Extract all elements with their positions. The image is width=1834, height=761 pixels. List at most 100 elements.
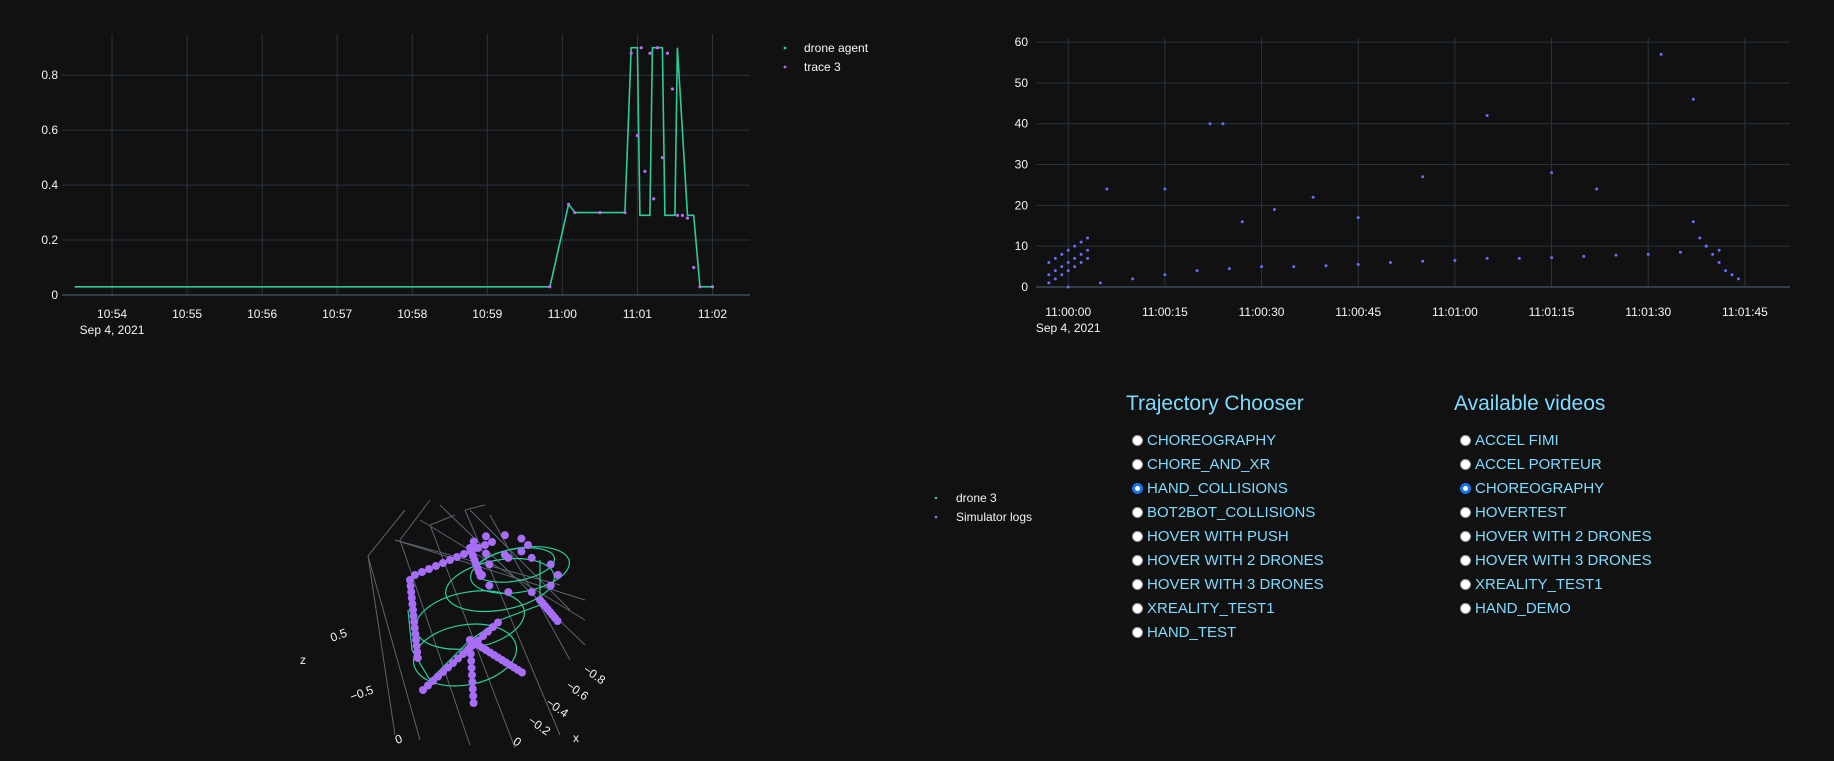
data-point[interactable]	[648, 51, 652, 55]
video-option-label[interactable]: HOVERTEST	[1475, 503, 1567, 521]
simulator-log-marker[interactable]	[413, 648, 422, 656]
data-point[interactable]	[639, 46, 643, 50]
simulator-log-marker[interactable]	[482, 549, 490, 558]
data-point[interactable]	[1066, 269, 1070, 273]
data-point[interactable]	[1073, 265, 1077, 269]
simulator-log-marker[interactable]	[469, 699, 478, 707]
data-point[interactable]	[1717, 248, 1721, 252]
simulator-log-marker[interactable]	[518, 668, 526, 677]
data-point[interactable]	[1227, 267, 1231, 271]
data-point[interactable]	[1324, 264, 1328, 268]
data-point[interactable]	[1691, 97, 1695, 101]
trajectory-option-label[interactable]: HOVER WITH 2 DRONES	[1147, 551, 1324, 569]
trajectory-option[interactable]: HOVER WITH PUSH	[1126, 524, 1324, 548]
trajectory-option-label[interactable]: HOVER WITH PUSH	[1147, 527, 1289, 545]
data-point[interactable]	[1550, 256, 1554, 260]
data-point[interactable]	[692, 265, 696, 270]
simulator-log-marker[interactable]	[413, 654, 422, 662]
trajectory-option[interactable]: CHORE_AND_XR	[1126, 452, 1324, 476]
data-point[interactable]	[1195, 269, 1199, 273]
data-point[interactable]	[1582, 254, 1586, 258]
video-option-label[interactable]: HOVER WITH 3 DRONES	[1475, 551, 1652, 569]
simulator-log-marker[interactable]	[469, 537, 478, 546]
simulator-log-marker[interactable]	[460, 550, 468, 558]
simulator-log-marker[interactable]	[485, 560, 494, 569]
simulator-log-marker[interactable]	[407, 594, 416, 602]
data-point[interactable]	[1240, 220, 1244, 224]
simulator-log-marker[interactable]	[412, 636, 420, 644]
data-point[interactable]	[1421, 175, 1425, 179]
data-point[interactable]	[1421, 259, 1425, 263]
simulator-log-marker[interactable]	[411, 630, 420, 638]
simulator-log-marker[interactable]	[476, 572, 485, 580]
trajectory-option-label[interactable]: CHORE_AND_XR	[1147, 455, 1271, 473]
radio-button[interactable]	[1460, 506, 1471, 518]
data-point[interactable]	[1292, 265, 1296, 269]
simulator-log-marker[interactable]	[504, 588, 513, 597]
video-option[interactable]: HAND_DEMO	[1454, 596, 1652, 620]
trajectory-option[interactable]: XREALITY_TEST1	[1126, 596, 1324, 620]
simulator-log-marker[interactable]	[410, 618, 419, 626]
video-option[interactable]: ACCEL PORTEUR	[1454, 452, 1652, 476]
data-point[interactable]	[670, 87, 675, 91]
simulator-log-marker[interactable]	[527, 588, 536, 597]
data-point[interactable]	[1356, 263, 1360, 267]
simulator-log-marker[interactable]	[527, 553, 536, 562]
data-point[interactable]	[1698, 236, 1702, 240]
video-option[interactable]: XREALITY_TEST1	[1454, 572, 1652, 596]
data-point[interactable]	[598, 210, 602, 215]
data-point[interactable]	[1485, 256, 1489, 260]
data-point[interactable]	[685, 216, 690, 220]
simulator-log-marker[interactable]	[439, 559, 447, 567]
simulator-log-marker[interactable]	[500, 531, 509, 540]
video-option-label[interactable]: ACCEL FIMI	[1475, 431, 1559, 449]
radio-button[interactable]	[1132, 602, 1143, 614]
data-point[interactable]	[1086, 248, 1090, 252]
simulator-log-marker[interactable]	[494, 618, 502, 627]
series-line-drone-agent[interactable]	[74, 46, 713, 288]
simulator-log-marker[interactable]	[409, 606, 417, 614]
simulator-log-marker[interactable]	[468, 671, 476, 679]
trajectory-option[interactable]: HAND_COLLISIONS	[1126, 476, 1324, 500]
simulator-log-marker[interactable]	[485, 581, 494, 590]
data-point[interactable]	[1260, 265, 1264, 269]
data-point[interactable]	[1724, 269, 1728, 273]
data-point[interactable]	[635, 134, 640, 138]
data-point[interactable]	[1073, 244, 1077, 248]
video-option[interactable]: ACCEL FIMI	[1454, 428, 1652, 452]
simulator-log-marker[interactable]	[482, 532, 490, 541]
trajectory-option-label[interactable]: HAND_COLLISIONS	[1147, 479, 1288, 497]
simulator-log-marker[interactable]	[468, 678, 477, 686]
data-point[interactable]	[1356, 216, 1360, 220]
video-option-label[interactable]: HAND_DEMO	[1475, 599, 1571, 617]
legend-marker[interactable]	[934, 496, 938, 500]
video-option[interactable]: HOVER WITH 3 DRONES	[1454, 548, 1652, 572]
data-point[interactable]	[710, 285, 715, 289]
data-point[interactable]	[1066, 248, 1070, 252]
simulator-log-marker[interactable]	[406, 576, 414, 584]
simulator-log-marker[interactable]	[524, 541, 532, 549]
simulator-log-marker[interactable]	[554, 571, 562, 579]
radio-button[interactable]	[1460, 482, 1471, 494]
radio-button[interactable]	[1132, 578, 1143, 590]
data-point[interactable]	[1311, 195, 1315, 199]
data-point[interactable]	[1079, 240, 1083, 244]
data-point[interactable]	[1053, 256, 1057, 260]
trajectory-option[interactable]: BOT2BOT_COLLISIONS	[1126, 500, 1324, 524]
data-point[interactable]	[1086, 236, 1090, 240]
simulator-log-marker[interactable]	[446, 556, 454, 564]
data-point[interactable]	[665, 51, 670, 55]
data-point[interactable]	[1163, 187, 1167, 191]
data-point[interactable]	[629, 51, 633, 55]
simulator-log-marker[interactable]	[546, 581, 555, 590]
video-option-label[interactable]: HOVER WITH 2 DRONES	[1475, 527, 1652, 545]
trajectory-option[interactable]: HAND_TEST	[1126, 620, 1324, 644]
data-point[interactable]	[1272, 207, 1276, 211]
video-option-label[interactable]: ACCEL PORTEUR	[1475, 455, 1602, 473]
radio-button[interactable]	[1132, 626, 1143, 638]
data-point[interactable]	[1388, 261, 1392, 265]
simulator-log-marker[interactable]	[466, 643, 475, 651]
data-point[interactable]	[1595, 187, 1599, 191]
data-point[interactable]	[1711, 252, 1715, 256]
